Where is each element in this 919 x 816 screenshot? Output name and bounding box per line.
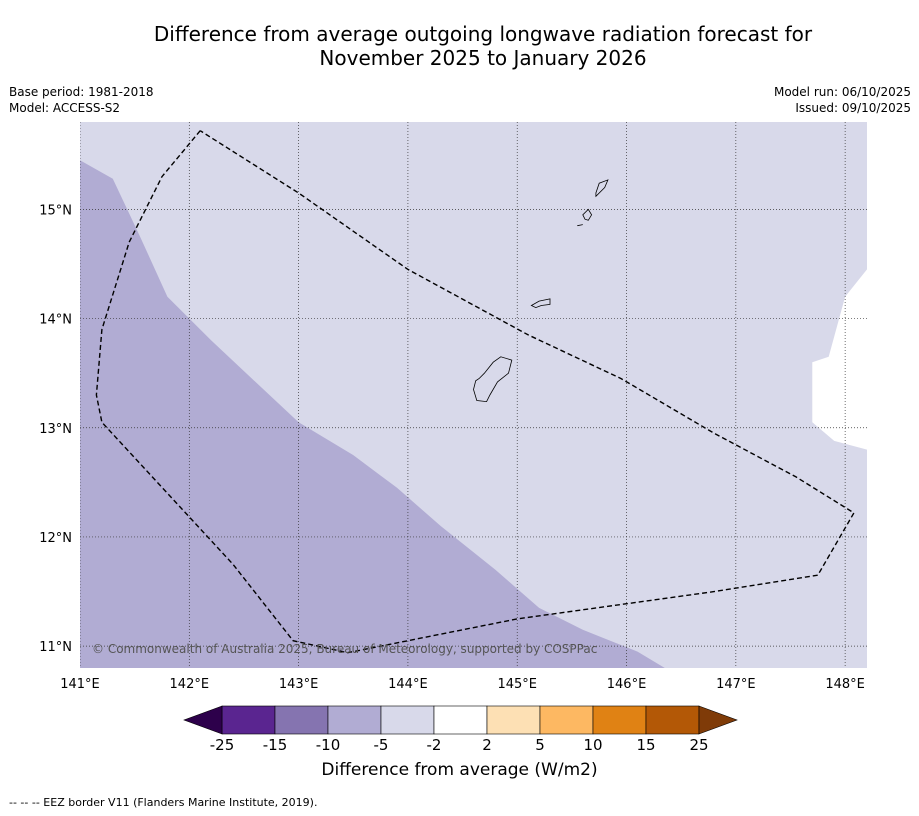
colorbar-segment — [645, 705, 700, 735]
model-run: Model run: 06/10/2025 — [773, 85, 911, 99]
colorbar-segment — [539, 705, 594, 735]
island-coastline — [473, 356, 513, 403]
colorbar-tick: -2 — [426, 736, 442, 754]
colorbar-tick: 15 — [636, 736, 656, 754]
colorbar-tick: -25 — [209, 736, 235, 754]
map-area: © Commonwealth of Australia 2025, Bureau… — [80, 122, 867, 668]
colorbar-segment — [380, 705, 435, 735]
colorbar-extend-high — [698, 705, 738, 735]
lon-tick-label: 144°E — [388, 677, 428, 692]
island-coastline — [530, 298, 551, 309]
island-coastline — [595, 179, 609, 198]
meta-right: Model run: 06/10/2025 Issued: 09/10/2025 — [774, 84, 911, 116]
island-coastline — [582, 208, 593, 221]
colorbar-segment — [433, 705, 488, 735]
colorbar-segment — [327, 705, 382, 735]
colorbar-tick: 2 — [482, 736, 492, 754]
lat-tick-label: 14°N — [39, 313, 72, 328]
colorbar-segment — [274, 705, 329, 735]
lon-tick-label: 148°E — [825, 677, 865, 692]
lat-tick-label: 12°N — [39, 531, 72, 546]
colorbar-tick: -5 — [373, 736, 389, 754]
colorbar-tick: 5 — [535, 736, 545, 754]
title-line-2: November 2025 to January 2026 — [319, 46, 647, 70]
colorbar-tick: -10 — [315, 736, 341, 754]
lon-tick-label: 142°E — [170, 677, 210, 692]
lat-tick-label: 11°N — [39, 640, 72, 655]
colorbar-segment — [486, 705, 541, 735]
lon-tick-label: 143°E — [279, 677, 319, 692]
colorbar-tick: 10 — [583, 736, 603, 754]
colorbar-tick-labels: -25 -15 -10 -5 -2 2 5 10 15 25 — [0, 736, 919, 756]
lon-tick-label: 145°E — [497, 677, 537, 692]
lon-tick-label: 147°E — [716, 677, 756, 692]
model-name: Model: ACCESS-S2 — [9, 101, 121, 115]
colorbar-extend-low — [183, 705, 223, 735]
anomaly-band-minus10-minus5 — [80, 160, 665, 668]
colorbar-tick: 25 — [689, 736, 709, 754]
lon-tick-label: 141°E — [60, 677, 100, 692]
anomaly-band-minus2-plus2 — [812, 269, 867, 450]
lon-tick-label: 146°E — [607, 677, 647, 692]
colorbar-label: Difference from average (W/m2) — [321, 760, 598, 780]
eez-footnote: -- -- -- EEZ border V11 (Flanders Marine… — [9, 796, 318, 809]
eez-border — [95, 130, 855, 654]
colorbar-segment — [221, 705, 276, 735]
issued-date: Issued: 09/10/2025 — [795, 101, 911, 115]
copyright-notice: © Commonwealth of Australia 2025, Bureau… — [92, 642, 597, 656]
colorbar-segment — [592, 705, 647, 735]
base-period: Base period: 1981-2018 — [9, 85, 154, 99]
lat-tick-label: 15°N — [39, 203, 72, 218]
lat-tick-label: 13°N — [39, 422, 72, 437]
chart-title: Difference from average outgoing longwav… — [0, 22, 919, 70]
title-line-1: Difference from average outgoing longwav… — [153, 22, 813, 46]
island-coastline — [577, 224, 583, 227]
colorbar-tick: -15 — [262, 736, 288, 754]
meta-left: Base period: 1981-2018 Model: ACCESS-S2 — [9, 84, 154, 116]
